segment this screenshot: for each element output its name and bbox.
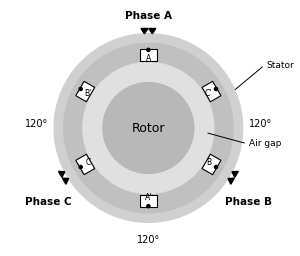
Text: 120°: 120° <box>248 119 272 129</box>
Text: C': C' <box>205 89 212 98</box>
Text: B: B <box>206 158 211 167</box>
Text: Air gap: Air gap <box>249 139 281 148</box>
Circle shape <box>83 62 214 194</box>
Polygon shape <box>141 28 148 34</box>
Text: Stator: Stator <box>266 61 294 70</box>
Polygon shape <box>232 171 238 177</box>
Circle shape <box>214 87 218 91</box>
Polygon shape <box>62 178 69 184</box>
Text: Phase B: Phase B <box>225 197 272 207</box>
Circle shape <box>79 87 82 91</box>
Text: 120°: 120° <box>25 119 48 129</box>
Text: C: C <box>85 158 91 167</box>
Circle shape <box>54 34 243 222</box>
Circle shape <box>147 205 150 208</box>
Polygon shape <box>202 154 221 175</box>
Circle shape <box>64 43 233 213</box>
Circle shape <box>147 48 150 51</box>
Circle shape <box>103 83 194 173</box>
Polygon shape <box>149 28 156 34</box>
Polygon shape <box>140 49 157 61</box>
Text: Phase C: Phase C <box>25 197 71 207</box>
Circle shape <box>214 165 218 169</box>
Polygon shape <box>228 178 234 184</box>
Polygon shape <box>140 195 157 207</box>
Polygon shape <box>76 81 95 102</box>
Polygon shape <box>58 171 65 177</box>
Text: Rotor: Rotor <box>132 122 165 134</box>
Text: B': B' <box>85 89 92 98</box>
Circle shape <box>79 165 82 169</box>
Text: Phase A: Phase A <box>125 11 172 21</box>
Polygon shape <box>76 154 95 175</box>
Text: 120°: 120° <box>137 235 160 245</box>
Text: A': A' <box>145 193 152 202</box>
Text: A: A <box>146 54 151 63</box>
Polygon shape <box>202 81 221 102</box>
